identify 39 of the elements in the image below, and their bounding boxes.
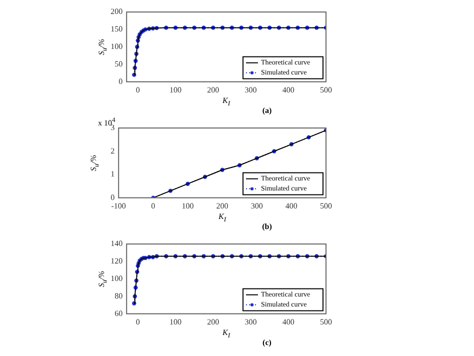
x-tick-label: 0: [151, 202, 156, 211]
text: (a): [261, 106, 273, 115]
x-tick-label: 0: [136, 318, 140, 327]
y-tick-label: 80: [114, 291, 123, 300]
x-tick-label: 400: [282, 318, 294, 327]
y-tick-label: 100: [110, 274, 123, 283]
x-tick-label: 500: [320, 202, 332, 211]
x-tick-label: 300: [244, 86, 257, 95]
text: (c): [262, 338, 272, 347]
x-tick-label: -100: [111, 202, 126, 211]
x-tick-label: 500: [320, 86, 332, 95]
y-tick-label: 3: [110, 123, 115, 132]
y-tick-label: 200: [110, 7, 123, 16]
y-tick-label: 100: [110, 42, 123, 51]
x-axis-title: K$_{I}$: [218, 212, 228, 224]
text: (b): [261, 222, 273, 231]
x-tick-label: 200: [207, 86, 220, 95]
y-tick-label: 2: [110, 146, 115, 156]
x-axis-title: K$_{I}$: [222, 328, 232, 340]
x-tick-label: 400: [282, 86, 294, 95]
x-tick-label: 200: [207, 318, 220, 327]
y-tick-label: 140: [110, 239, 123, 248]
y-tick-label: 0: [118, 76, 123, 86]
y-tick-label: 50: [114, 59, 123, 68]
x-tick-label: 300: [250, 202, 263, 211]
x-tick-label: 200: [216, 202, 228, 211]
y-tick-label: 1: [110, 170, 115, 179]
y-tick-label: 120: [110, 256, 123, 266]
x-tick-label: 300: [244, 318, 257, 327]
x-tick-label: 100: [170, 86, 182, 95]
x-axis-title: K$_{I}$: [222, 96, 232, 108]
y-tick-label: 0: [110, 192, 115, 202]
x-tick-label: 100: [182, 202, 194, 211]
x-tick-label: 100: [170, 318, 182, 327]
y-tick-label: 150: [110, 24, 123, 34]
y-tick-label: 60: [114, 308, 123, 318]
x-tick-label: 0: [136, 86, 140, 95]
x-tick-label: 500: [320, 318, 332, 327]
x-tick-label: 400: [285, 202, 298, 211]
